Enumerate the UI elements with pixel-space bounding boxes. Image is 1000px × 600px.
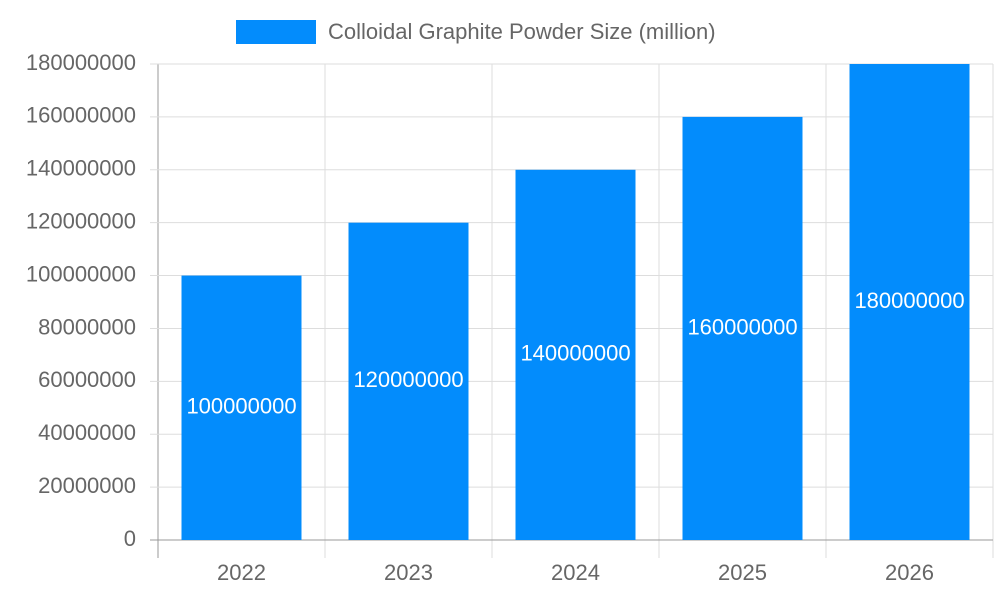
y-tick-label: 60000000	[38, 367, 136, 392]
y-tick-label: 20000000	[38, 473, 136, 498]
data-label: 100000000	[186, 394, 296, 419]
data-label: 180000000	[854, 288, 964, 313]
y-tick-label: 0	[124, 526, 136, 551]
bar	[682, 116, 803, 540]
legend-label: Colloidal Graphite Powder Size (million)	[328, 19, 716, 44]
x-tick-label: 2026	[885, 560, 934, 585]
y-tick-label: 40000000	[38, 420, 136, 445]
x-tick-label: 2025	[718, 560, 767, 585]
y-tick-label: 180000000	[26, 50, 136, 75]
y-tick-label: 80000000	[38, 314, 136, 339]
bar	[515, 169, 636, 540]
data-label: 140000000	[520, 341, 630, 366]
y-tick-label: 140000000	[26, 156, 136, 181]
bar	[348, 222, 469, 540]
y-tick-label: 100000000	[26, 261, 136, 286]
data-label: 160000000	[687, 314, 797, 339]
x-tick-label: 2022	[217, 560, 266, 585]
legend-swatch	[236, 20, 316, 44]
bar	[849, 64, 970, 540]
y-tick-label: 160000000	[26, 103, 136, 128]
bar	[181, 275, 302, 540]
x-tick-label: 2023	[384, 560, 433, 585]
data-label: 120000000	[353, 367, 463, 392]
x-tick-label: 2024	[551, 560, 600, 585]
y-tick-label: 120000000	[26, 208, 136, 233]
